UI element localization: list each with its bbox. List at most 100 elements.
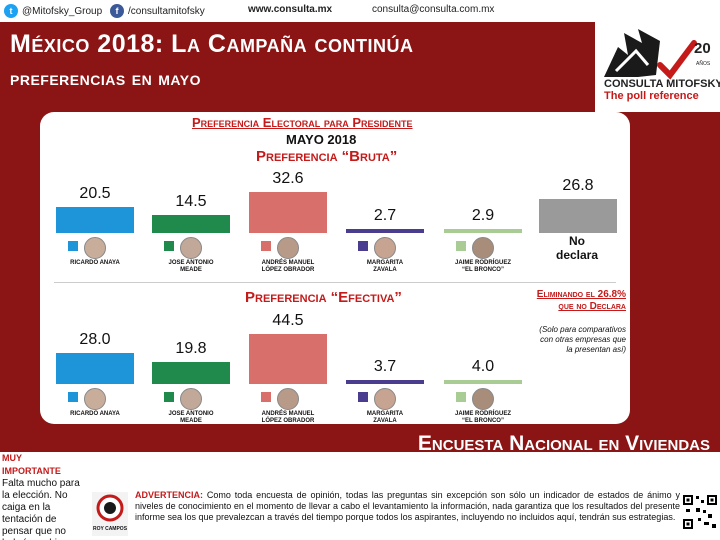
value-label-efectiva-2: 44.5 — [272, 312, 304, 330]
candidate-photo-0 — [84, 237, 106, 259]
party-logo-icon-2 — [261, 241, 271, 251]
roy-campos-logo: ROY CAMPOS — [92, 492, 128, 536]
website-text: www.consulta.mx — [248, 4, 333, 15]
roy-campos-label: ROY CAMPOS — [93, 526, 128, 532]
candidate-photo-4 — [472, 388, 494, 410]
candidate-name-4: JAIME RODRÍGUEZ “EL BRONCO” — [448, 260, 518, 274]
candidate-name-line1: ANDRÉS MANUEL — [261, 260, 315, 266]
chart-panel: Preferencia Electoral para Presidente MA… — [40, 112, 630, 424]
facebook-icon: f — [110, 4, 124, 18]
logo-tagline: The poll reference — [604, 90, 699, 102]
value-label-efectiva-0: 28.0 — [79, 330, 111, 348]
candidate-name-line2: MEADE — [180, 267, 202, 273]
comparativos-line1: (Solo para comparativos — [539, 325, 626, 334]
candidate-name-4: JAIME RODRÍGUEZ “EL BRONCO” — [448, 411, 518, 425]
value-label-bruta-1: 14.5 — [175, 192, 207, 210]
candidate-name-line2: LÓPEZ OBRADOR — [261, 267, 315, 273]
chart-subtitle: MAYO 2018 — [286, 132, 357, 147]
candidate-name-line1: MARGARITA — [366, 260, 404, 266]
survey-date: Mayo 2018 — [632, 464, 708, 481]
value-label-bruta-5: 26.8 — [562, 177, 594, 195]
warning-text: ADVERTENCIA: Como toda encuesta de opini… — [135, 490, 680, 523]
candidate-name-line1: RICARDO ANAYA — [70, 260, 120, 266]
candidate-name-1: JOSE ANTONIO MEADE — [156, 260, 226, 274]
bar-efectiva-4 — [444, 379, 522, 384]
bar-efectiva-0 — [56, 352, 134, 384]
candidate-name-line2: ZAVALA — [373, 418, 397, 424]
logo-years-suffix: AÑOS — [696, 60, 711, 67]
chart-title: Preferencia Electoral para Presidente — [192, 115, 413, 130]
comparativos-line3: la presentan así) — [566, 345, 626, 354]
consulta-mitofsky-logo: 20 AÑOS — [604, 29, 711, 80]
bar-bruta-1 — [152, 214, 230, 233]
value-label-efectiva-1: 19.8 — [175, 339, 207, 357]
section-bruta-title: Preferencia “Bruta” — [256, 148, 398, 165]
party-logo-icon-1 — [164, 241, 174, 251]
bar-efectiva-2 — [249, 334, 327, 384]
section-divider — [54, 282, 616, 283]
email-link[interactable]: consulta@consulta.com.mx — [372, 4, 494, 15]
candidate-name-line1: ANDRÉS MANUEL — [261, 411, 315, 417]
party-logo-icon-0 — [68, 241, 78, 251]
party-logo-icon-1 — [164, 392, 174, 402]
candidate-name-3: MARGARITA ZAVALA — [350, 411, 420, 425]
party-logo-icon-4 — [456, 241, 466, 251]
twitter-icon: t — [4, 4, 18, 18]
website-link[interactable]: www.consulta.mx — [248, 4, 332, 15]
survey-name: Encuesta Nacional en Viviendas — [417, 432, 710, 455]
qr-code[interactable] — [682, 494, 718, 530]
important-title: MUY IMPORTANTE — [2, 453, 61, 476]
candidate-name-line2: “EL BRONCO” — [462, 418, 504, 424]
comparativos-line2: con otras empresas que — [540, 335, 626, 344]
candidate-name-line1: RICARDO ANAYA — [70, 411, 120, 417]
party-logo-icon-2 — [261, 392, 271, 402]
candidate-photo-0 — [84, 388, 106, 410]
bar-efectiva-1 — [152, 361, 230, 384]
candidate-name-line1: JOSE ANTONIO — [168, 411, 214, 417]
candidate-photo-2 — [277, 388, 299, 410]
logo-name: CONSULTA MITOFSKY — [604, 78, 720, 90]
bar-bruta-3 — [346, 229, 424, 233]
top-bar: t @Mitofsky_Group f /consultamitofsky ww… — [0, 0, 720, 22]
eliminando-line1: Eliminando el 26.8% — [536, 289, 626, 300]
party-logo-icon-3 — [358, 241, 368, 251]
page-subtitle: preferencias en mayo — [10, 68, 201, 90]
bar-bruta-5 — [539, 199, 617, 233]
twitter-link[interactable]: t @Mitofsky_Group — [4, 4, 102, 18]
candidate-name-line1: JAIME RODRÍGUEZ — [454, 411, 511, 417]
candidate-name-line2: LÓPEZ OBRADOR — [261, 418, 315, 424]
candidate-photo-4 — [472, 237, 494, 259]
no-declara-label: No declara — [542, 234, 612, 262]
candidate-name-line2: ZAVALA — [373, 267, 397, 273]
candidate-name-line1: JOSE ANTONIO — [168, 260, 214, 266]
facebook-link[interactable]: f /consultamitofsky — [110, 4, 205, 18]
bar-bruta-0 — [56, 207, 134, 233]
facebook-handle: /consultamitofsky — [128, 5, 205, 17]
candidate-photo-3 — [374, 388, 396, 410]
value-label-efectiva-3: 3.7 — [373, 357, 397, 375]
candidate-photo-1 — [180, 237, 202, 259]
value-label-efectiva-4: 4.0 — [471, 357, 495, 375]
candidate-name-1: JOSE ANTONIO MEADE — [156, 411, 226, 425]
candidate-name-3: MARGARITA ZAVALA — [350, 260, 420, 274]
logo-years: 20 — [694, 40, 711, 57]
candidate-name-0: RICARDO ANAYA — [60, 260, 130, 267]
bar-bruta-2 — [249, 191, 327, 233]
value-label-bruta-4: 2.9 — [471, 207, 495, 224]
candidate-name-2: ANDRÉS MANUEL LÓPEZ OBRADOR — [253, 411, 323, 425]
party-logo-icon-3 — [358, 392, 368, 402]
candidate-photo-2 — [277, 237, 299, 259]
value-label-bruta-3: 2.7 — [373, 207, 397, 224]
party-logo-icon-4 — [456, 392, 466, 402]
eliminando-line2: que no Declara — [558, 301, 626, 312]
candidate-name-line1: MARGARITA — [366, 411, 404, 417]
bar-efectiva-3 — [346, 379, 424, 384]
candidate-name-line2: “EL BRONCO” — [462, 267, 504, 273]
candidate-name-0: RICARDO ANAYA — [60, 411, 130, 418]
important-note: MUY IMPORTANTE Falta mucho para la elecc… — [2, 452, 82, 540]
no-declara-line2: declara — [555, 248, 599, 262]
eliminando-note: Eliminando el 26.8% que no Declara — [520, 289, 626, 313]
email-text: consulta@consulta.com.mx — [372, 4, 495, 15]
twitter-handle: @Mitofsky_Group — [22, 5, 103, 17]
